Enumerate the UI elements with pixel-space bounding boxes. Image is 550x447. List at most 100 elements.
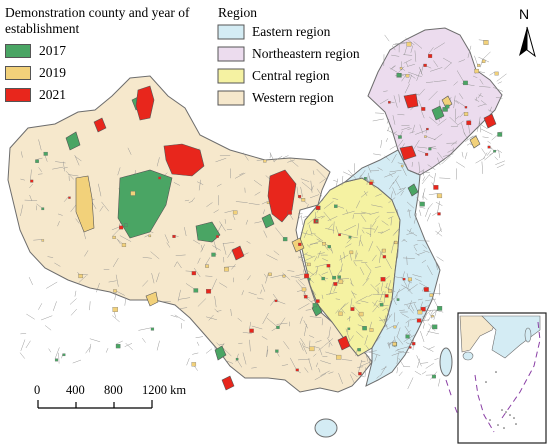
county-boundary-line bbox=[269, 153, 271, 159]
county-boundary-line bbox=[251, 367, 257, 369]
demonstration-county-speck bbox=[442, 107, 448, 112]
county-boundary-line bbox=[386, 313, 393, 322]
county-boundary-line bbox=[343, 251, 345, 259]
county-boundary-line bbox=[358, 234, 362, 247]
county-boundary-line bbox=[477, 92, 482, 99]
county-boundary-line bbox=[390, 217, 392, 226]
county-boundary-line bbox=[303, 230, 308, 238]
county-boundary-line bbox=[406, 63, 415, 67]
county-boundary-line bbox=[391, 351, 404, 356]
county-boundary-line bbox=[29, 194, 33, 202]
demonstration-county-speck bbox=[282, 274, 286, 278]
demonstration-county-speck bbox=[426, 127, 429, 131]
demonstration-county-speck bbox=[205, 264, 209, 268]
county-boundary-line bbox=[371, 254, 377, 262]
county-boundary-line bbox=[205, 348, 213, 354]
county-boundary-line bbox=[84, 250, 89, 257]
county-boundary-line bbox=[350, 278, 353, 286]
demonstration-county-speck bbox=[388, 289, 392, 293]
demonstration-county-speck bbox=[419, 201, 425, 207]
county-boundary-line bbox=[197, 257, 201, 264]
county-boundary-line bbox=[282, 272, 291, 281]
county-boundary-line bbox=[295, 280, 303, 288]
county-boundary-line bbox=[421, 259, 427, 264]
county-boundary-line bbox=[433, 309, 438, 320]
county-boundary-line bbox=[387, 280, 392, 290]
county-boundary-line bbox=[304, 367, 309, 373]
county-boundary-line bbox=[406, 273, 409, 278]
county-boundary-line bbox=[403, 59, 412, 64]
demonstration-county-speck bbox=[402, 277, 406, 281]
county-boundary-line bbox=[314, 373, 327, 381]
county-boundary-line bbox=[328, 326, 331, 339]
county-boundary-line bbox=[382, 307, 388, 311]
county-boundary-line bbox=[401, 276, 407, 287]
county-boundary-line bbox=[427, 346, 435, 350]
county-boundary-line bbox=[170, 314, 178, 318]
demonstration-county-speck bbox=[393, 325, 397, 329]
county-boundary-line bbox=[273, 155, 283, 162]
county-boundary-line bbox=[429, 174, 434, 179]
county-boundary-line bbox=[44, 325, 52, 331]
county-boundary-line bbox=[458, 59, 466, 63]
county-boundary-line bbox=[453, 99, 459, 104]
county-boundary-line bbox=[263, 230, 268, 238]
demonstration-county-speck bbox=[358, 372, 362, 376]
county-boundary-line bbox=[413, 213, 417, 224]
county-boundary-line bbox=[489, 71, 495, 76]
demonstration-county-speck bbox=[396, 73, 401, 77]
county-boundary-line bbox=[185, 270, 192, 272]
county-boundary-line bbox=[480, 128, 493, 135]
county-boundary-line bbox=[222, 347, 232, 357]
demonstration-county-speck bbox=[394, 240, 398, 245]
county-boundary-line bbox=[349, 374, 355, 384]
county-boundary-line bbox=[156, 272, 160, 283]
county-2017 bbox=[261, 213, 275, 229]
county-boundary-line bbox=[479, 79, 484, 85]
county-boundary-line bbox=[249, 321, 252, 329]
county-boundary-line bbox=[321, 271, 329, 275]
county-boundary-line bbox=[301, 343, 308, 355]
county-boundary-line bbox=[343, 171, 353, 177]
county-boundary-line bbox=[345, 209, 348, 214]
county-boundary-line bbox=[368, 355, 370, 364]
legend-label-western: Western region bbox=[252, 90, 334, 105]
county-boundary-line bbox=[318, 346, 324, 351]
demonstration-county-speck bbox=[380, 277, 386, 282]
county-boundary-line bbox=[416, 197, 420, 203]
county-boundary-line bbox=[374, 215, 380, 221]
county-boundary-line bbox=[254, 191, 261, 196]
county-boundary-line bbox=[99, 205, 104, 212]
county-boundary-line bbox=[368, 351, 381, 356]
county-boundary-line bbox=[404, 325, 412, 337]
county-boundary-line bbox=[315, 199, 324, 207]
county-boundary-line bbox=[379, 98, 389, 105]
county-boundary-line bbox=[497, 149, 503, 153]
county-boundary-line bbox=[65, 170, 74, 180]
county-boundary-line bbox=[196, 341, 200, 346]
county-boundary-line bbox=[20, 204, 24, 217]
county-boundary-line bbox=[305, 253, 313, 257]
county-boundary-line bbox=[291, 275, 301, 279]
demonstration-county-speck bbox=[266, 201, 270, 204]
county-boundary-line bbox=[317, 252, 325, 255]
county-boundary-line bbox=[427, 331, 439, 335]
county-boundary-line bbox=[381, 366, 387, 370]
county-2021 bbox=[483, 113, 497, 129]
county-boundary-line bbox=[386, 282, 388, 288]
demonstration-county-speck bbox=[321, 276, 325, 281]
demonstration-county-speck bbox=[445, 104, 450, 109]
county-boundary-line bbox=[303, 320, 309, 329]
county-boundary-line bbox=[364, 367, 366, 377]
county-boundary-line bbox=[357, 366, 364, 368]
county-boundary-line bbox=[37, 173, 43, 175]
demonstration-county-speck bbox=[158, 176, 162, 180]
county-boundary-line bbox=[325, 351, 337, 356]
legend-label-2017: 2017 bbox=[39, 43, 66, 58]
county-boundary-line bbox=[19, 352, 25, 359]
county-boundary-line bbox=[214, 308, 219, 313]
county-boundary-line bbox=[408, 208, 411, 219]
county-boundary-line bbox=[214, 295, 217, 308]
county-boundary-line bbox=[409, 131, 415, 134]
county-boundary-line bbox=[412, 124, 416, 133]
